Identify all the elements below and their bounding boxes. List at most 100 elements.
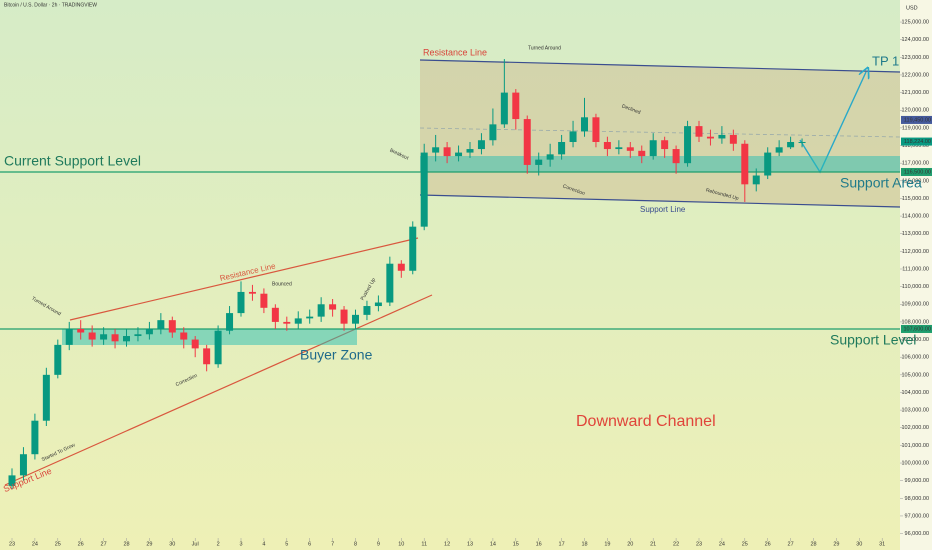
candle-body (523, 119, 531, 165)
candle-body (615, 147, 623, 150)
candle-body (592, 117, 600, 142)
x-tick-label: 17 (559, 541, 565, 547)
candle-body (134, 334, 142, 337)
candle-body (374, 302, 382, 307)
x-tick-label: 9 (377, 541, 380, 547)
candle-body (466, 149, 474, 153)
candle-body (123, 336, 130, 342)
y-tick-label: 96,000.00 (905, 531, 929, 537)
candle-body (340, 309, 348, 324)
price-axis (900, 0, 932, 550)
candle-body (54, 344, 62, 375)
x-tick-label: Jul (192, 541, 199, 547)
x-tick-label: 4 (262, 541, 265, 547)
x-tick-label: 27 (101, 541, 107, 547)
candle-body (489, 124, 497, 141)
candle-body (672, 149, 680, 164)
x-tick-label: 13 (467, 541, 473, 547)
candle-body (477, 140, 485, 150)
candle-body (145, 328, 153, 335)
candle-body (88, 332, 96, 340)
x-tick-label: 30 (169, 541, 175, 547)
candle-body (603, 141, 611, 150)
y-tick-label: 122,000.00 (901, 72, 929, 78)
x-tick-label: 26 (78, 541, 84, 547)
y-tick-label: 105,000.00 (901, 372, 929, 378)
y-tick-label: 123,000.00 (901, 55, 929, 61)
candle-body (180, 332, 188, 340)
x-tick-label: 28 (810, 541, 816, 547)
x-tick-label: 20 (627, 541, 633, 547)
candle-body (168, 320, 176, 333)
candle-body (718, 134, 726, 139)
y-tick-label: 107,000.00 (901, 337, 929, 343)
y-tick-label: 106,000.00 (901, 355, 929, 361)
candle-body (706, 136, 714, 139)
y-tick-label: 113,000.00 (902, 231, 929, 237)
candle-body (317, 304, 325, 317)
candle-body (512, 92, 520, 120)
currency: USD (906, 5, 918, 11)
candle-body (306, 316, 314, 319)
y-tick-label: 120,000.00 (901, 108, 929, 114)
x-tick-label: 7 (331, 541, 334, 547)
candle-body (684, 126, 692, 164)
y-tick-label: 112,000.00 (902, 249, 929, 255)
candle-body (65, 328, 73, 345)
candle-body (100, 334, 108, 340)
candle-body (214, 330, 222, 365)
x-tick-label: 24 (719, 541, 725, 547)
channel-mid (419, 127, 901, 138)
y-tick-label: 124,000.00 (901, 37, 929, 43)
y-tick-label: 118,000.00 (902, 143, 929, 149)
candle-body (558, 141, 566, 155)
y-tick-label: 125,000.00 (901, 20, 929, 26)
candle-body (237, 291, 245, 314)
candle-body (535, 159, 543, 165)
label: Buyer Zone (300, 347, 373, 363)
channel-top (419, 59, 901, 73)
candle-body (764, 152, 772, 176)
candle-body (248, 291, 256, 294)
candle-body (787, 141, 795, 148)
candle-body (752, 175, 760, 185)
price-label-box (901, 324, 932, 333)
candle-body (226, 313, 234, 331)
candle-body (294, 318, 302, 324)
y-tick-label: 116,000.00 (902, 178, 929, 184)
zone (420, 156, 900, 172)
x-tick-label: 29 (833, 541, 839, 547)
label: Support Line (640, 205, 686, 214)
y-tick-label: 108,000.00 (901, 319, 929, 325)
candle-body (455, 152, 463, 157)
y-tick-label: 121,000.00 (901, 90, 929, 96)
candle-body (420, 152, 428, 227)
label: Bounced (272, 281, 292, 287)
x-tick-label: 26 (765, 541, 771, 547)
x-tick-label: 11 (421, 541, 427, 547)
zone (62, 329, 357, 345)
x-tick-label: 23 (696, 541, 702, 547)
x-tick-label: 10 (398, 541, 404, 547)
candle-body (19, 454, 27, 476)
label: Current Support Level (4, 153, 141, 169)
y-tick-label: 119,000.00 (902, 125, 929, 131)
y-tick-label: 101,000.00 (901, 443, 929, 449)
candle-body (626, 147, 634, 151)
x-tick-label: 14 (490, 541, 496, 547)
candle-body (77, 328, 85, 333)
candle-body (42, 374, 50, 421)
y-tick-label: 117,000.00 (902, 161, 929, 167)
price-label-box (901, 115, 932, 124)
candle-body (386, 263, 394, 303)
candle-body (271, 307, 279, 322)
label: TP 1 (872, 53, 899, 68)
price-label-box (901, 167, 932, 176)
candle-body (283, 321, 291, 324)
x-tick-label: 27 (788, 541, 794, 547)
candle-body (352, 314, 359, 324)
y-tick-label: 103,000.00 (901, 408, 929, 414)
candle-body (432, 147, 440, 153)
x-tick-label: 5 (285, 541, 288, 547)
